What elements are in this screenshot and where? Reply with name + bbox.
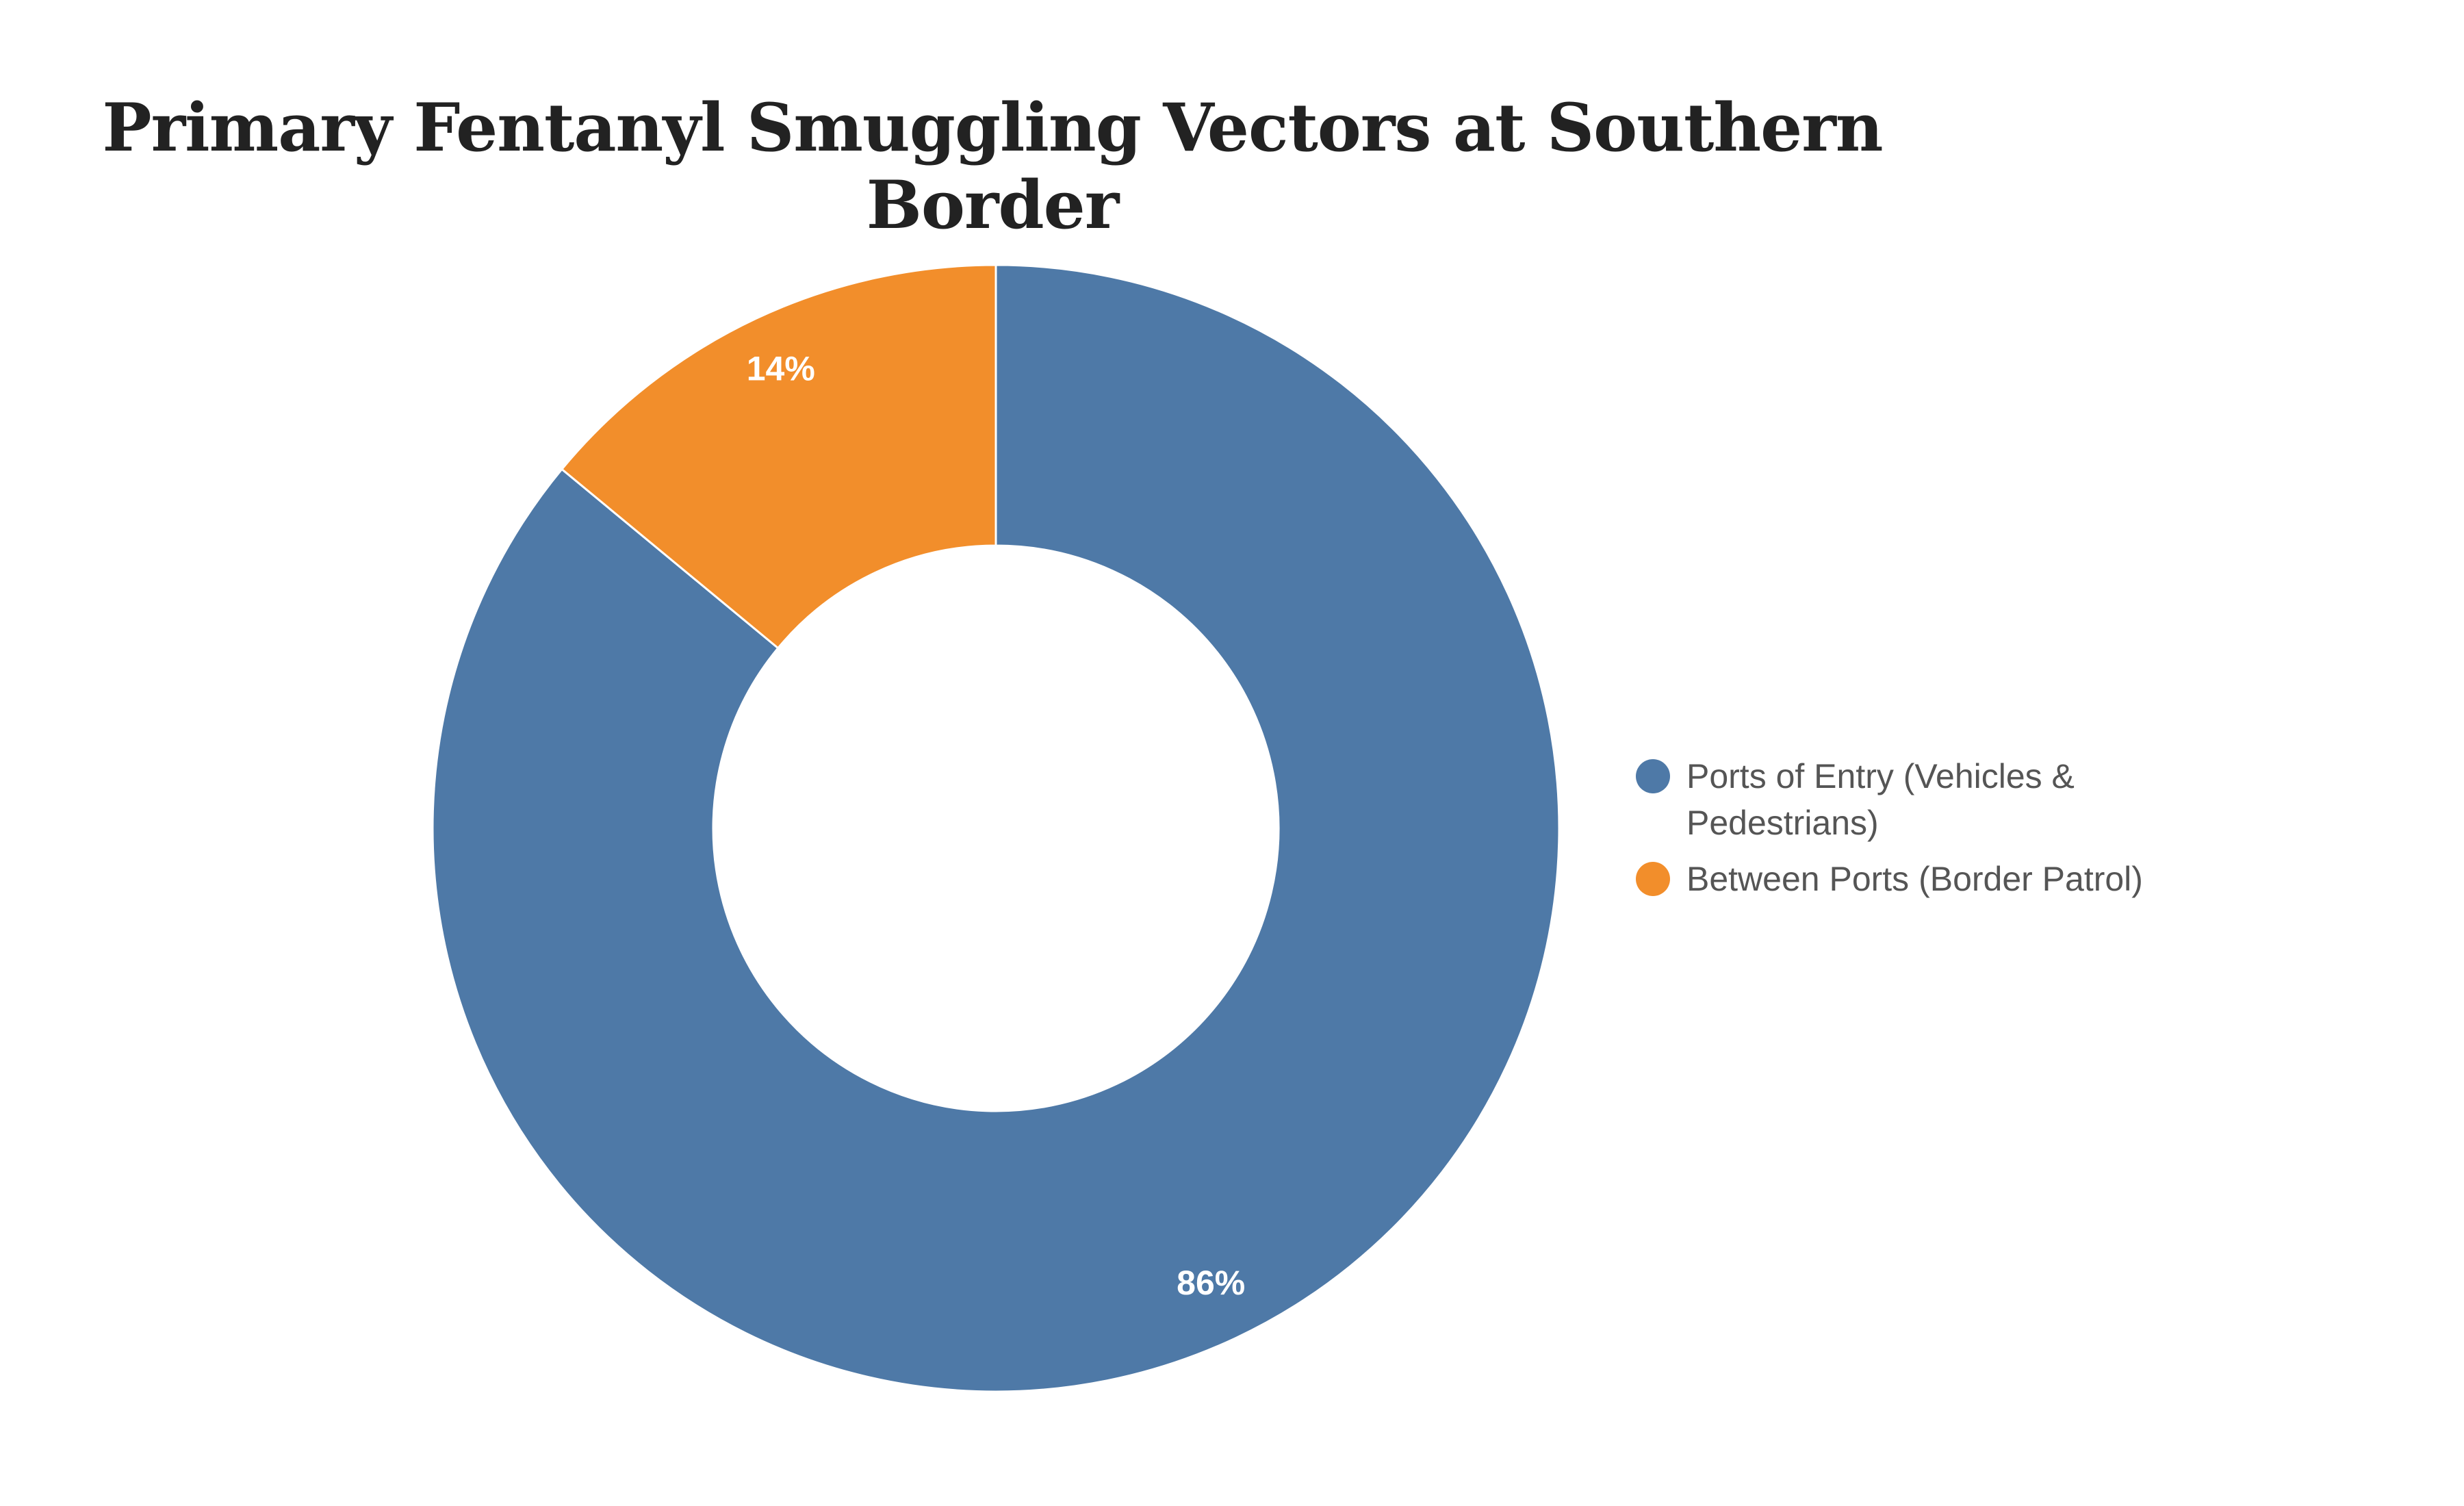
donut-slice-0[interactable] bbox=[431, 264, 1561, 1393]
data-label-0: 86% bbox=[1177, 1264, 1245, 1302]
legend-swatch bbox=[1636, 862, 1670, 896]
chart-title: Primary Fentanyl Smuggling Vectors at So… bbox=[102, 89, 1883, 244]
legend-label: Between Ports (Border Patrol) bbox=[1686, 860, 2143, 898]
legend: Ports of Entry (Vehicles & Pedestrians) … bbox=[1636, 753, 2252, 912]
donut-slice-1[interactable] bbox=[560, 264, 997, 650]
legend-item-ports-of-entry[interactable]: Ports of Entry (Vehicles & Pedestrians) bbox=[1636, 753, 2252, 846]
legend-item-between-ports[interactable]: Between Ports (Border Patrol) bbox=[1636, 856, 2252, 902]
data-labels-layer: 86% 14% bbox=[747, 349, 1246, 1302]
legend-label: Ports of Entry (Vehicles & Pedestrians) bbox=[1686, 757, 2075, 842]
data-label-1: 14% bbox=[747, 349, 815, 387]
slices-layer bbox=[431, 264, 1561, 1393]
legend-swatch bbox=[1636, 759, 1670, 793]
